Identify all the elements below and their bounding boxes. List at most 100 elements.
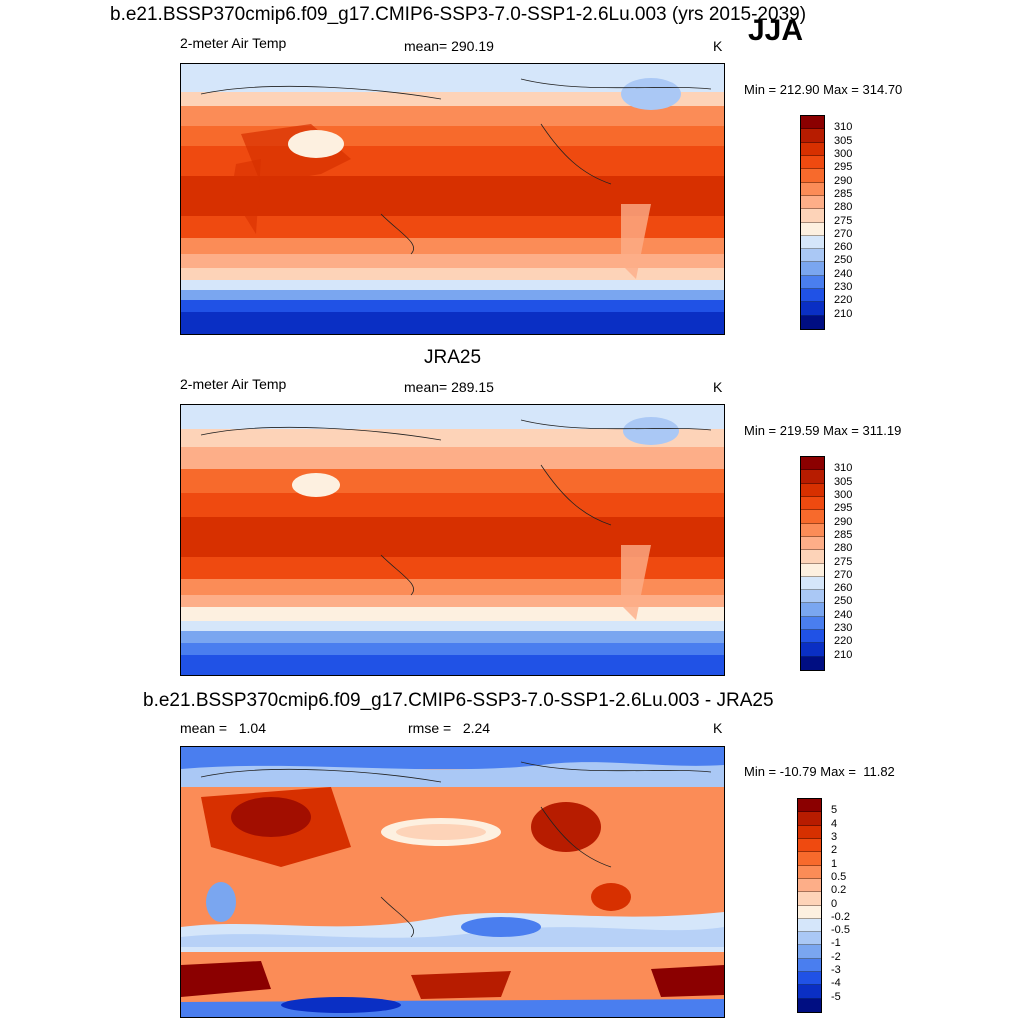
- panel-1-colorbar-swatch: [801, 275, 824, 290]
- panel-2-colorbar-tick-label: 305: [834, 475, 853, 488]
- panel-2-colorbar-swatch: [801, 470, 824, 484]
- panel-1-colorbar-tick-label: 270: [834, 227, 853, 240]
- panel-2-map: [180, 404, 725, 676]
- panel-1-colorbar-tick-label: 290: [834, 174, 853, 187]
- panel-2-colorbar-tick-label: 290: [834, 515, 853, 528]
- panel-2-colorbar-swatch: [801, 576, 824, 591]
- panel-2-colorbar-swatch: [801, 483, 824, 497]
- panel-2-colorbar-tick-label: 300: [834, 488, 853, 501]
- panel-2-colorbar-swatch: [801, 656, 824, 670]
- temperature-map-1-graphic: [181, 64, 724, 334]
- panel-3-colorbar-swatch: [798, 918, 821, 933]
- panel-2-colorbar-tick-label: 285: [834, 528, 853, 541]
- panel-2-colorbar-swatch: [801, 603, 824, 617]
- panel-2-colorbar-swatch: [801, 643, 824, 657]
- panel-3-minmax-label: Min = -10.79 Max = 11.82: [744, 764, 895, 779]
- panel-3-colorbar-swatch: [798, 945, 821, 959]
- temperature-map-2-graphic: [181, 405, 724, 675]
- difference-map-graphic: [181, 747, 724, 1017]
- panel-3-colorbar: 5 4 3 2 1 0.5 0.2 0 -0.2 -0.5 -1 -2 -3 -4 -5: [797, 798, 850, 1013]
- panel-3-colorbar-tick-label: 0.2: [831, 884, 847, 897]
- panel-2-colorbar-tick-label: 220: [834, 635, 853, 648]
- panel-2-minmax-label: Min = 219.59 Max = 311.19: [744, 423, 902, 438]
- panel-1-colorbar-swatch: [801, 302, 824, 316]
- panel-1-colorbar-tick-label: 250: [834, 254, 853, 267]
- panel-1-colorbar-swatch: [801, 262, 824, 276]
- panel-1-colorbar-swatch: [801, 182, 824, 196]
- panel-2-colorbar-tick-label: 230: [834, 622, 853, 635]
- panel-1-colorbar-swatch: [801, 249, 824, 263]
- panel-1-colorbar-box: [800, 115, 825, 330]
- panel-2-colorbar-swatch: [801, 457, 824, 471]
- panel-1-variable-label: 2-meter Air Temp: [180, 35, 287, 51]
- panel-1-colorbar-tick-label: 295: [834, 161, 853, 174]
- panel-2-colorbar-tick-label: 275: [834, 555, 853, 568]
- panel-1-map: [180, 63, 725, 335]
- panel-1-colorbar-tick-label: 280: [834, 201, 853, 214]
- panel-2-colorbar-tick-label: 250: [834, 595, 853, 608]
- panel-3-colorbar-swatch: [798, 852, 821, 866]
- panel-3-colorbar-tick-label: -3: [831, 964, 841, 977]
- panel-3-colorbar-swatch: [798, 998, 821, 1012]
- panel-3-colorbar-swatch: [798, 905, 821, 919]
- panel-2-title: JRA25: [424, 347, 482, 368]
- panel-2-colorbar-swatch: [801, 616, 824, 631]
- panel-3-colorbar-tick-label: -2: [831, 950, 841, 963]
- panel-1-colorbar-swatch: [801, 169, 824, 183]
- panel-1-colorbar-tick-label: 210: [834, 307, 853, 320]
- panel-2-colorbar-swatch: [801, 550, 824, 564]
- panel-3-mean-label: mean = 1.04: [180, 720, 267, 736]
- panel-1-colorbar-swatch: [801, 129, 824, 143]
- panel-1-colorbar-swatch: [801, 289, 824, 303]
- panel-3-colorbar-tick-label: 3: [831, 830, 838, 843]
- panel-2-colorbar-tick-label: 280: [834, 542, 853, 555]
- panel-1-colorbar-tick-label: 240: [834, 267, 853, 280]
- panel-3-colorbar-box: [797, 798, 822, 1013]
- panel-3-colorbar-swatch: [798, 985, 821, 999]
- panel-3-colorbar-tick-label: 2: [831, 844, 838, 857]
- panel-1-mean-label: mean= 290.19: [404, 38, 494, 54]
- panel-1-colorbar: 310 305 300 295 290 285 280 275 270 260 250 240 230 2…: [800, 115, 852, 330]
- panel-3-colorbar-tick-label: -0.5: [831, 924, 850, 937]
- panel-2-colorbar-swatch: [801, 510, 824, 524]
- panel-3-colorbar-tick-label: 0: [831, 897, 838, 910]
- panel-1-units-label: K: [713, 38, 723, 54]
- panel-3-map: [180, 746, 725, 1018]
- panel-2-units-label: K: [713, 379, 723, 395]
- panel-3-colorbar-tick-label: -4: [831, 977, 841, 990]
- panel-3-colorbar-swatch: [798, 932, 821, 946]
- panel-1-minmax-label: Min = 212.90 Max = 314.70: [744, 82, 903, 97]
- panel-3-title: b.e21.BSSP370cmip6.f09_g17.CMIP6-SSP3-7.…: [143, 690, 774, 711]
- panel-2-colorbar-tick-label: 270: [834, 568, 853, 581]
- panel-2-colorbar-tick-label: 260: [834, 582, 853, 595]
- panel-2-mean-label: mean= 289.15: [404, 379, 494, 395]
- panel-3-colorbar-swatch: [798, 865, 821, 879]
- panel-2-colorbar-swatch: [801, 563, 824, 577]
- panel-1-title: b.e21.BSSP370cmip6.f09_g17.CMIP6-SSP3-7.…: [110, 4, 807, 25]
- panel-1-colorbar-tick-label: 300: [834, 147, 853, 160]
- panel-2-colorbar-swatch: [801, 536, 824, 551]
- panel-3-colorbar-tick-label: 5: [831, 804, 838, 817]
- panel-1-colorbar-swatch: [801, 155, 824, 170]
- panel-1-colorbar-tick-label: 310: [834, 121, 853, 134]
- panel-1-colorbar-tick-label: 305: [834, 134, 853, 147]
- season-label: JJA: [748, 14, 804, 47]
- panel-1-colorbar-tick-label: 260: [834, 241, 853, 254]
- panel-3-colorbar-tick-label: -0.2: [831, 910, 850, 923]
- panel-2-colorbar-swatch: [801, 590, 824, 604]
- panel-3-colorbar-swatch: [798, 958, 821, 973]
- panel-3-colorbar-tick-label: -1: [831, 937, 841, 950]
- panel-2-colorbar-tick-label: 310: [834, 462, 853, 475]
- panel-2-colorbar-tick-label: 295: [834, 502, 853, 515]
- panel-3-colorbar-swatch: [798, 878, 821, 893]
- panel-1-colorbar-tick-label: 285: [834, 187, 853, 200]
- panel-3-colorbar-swatch: [798, 799, 821, 813]
- panel-1-colorbar-tick-label: 230: [834, 281, 853, 294]
- panel-3-colorbar-swatch: [798, 812, 821, 826]
- panel-3-colorbar-swatch: [798, 972, 821, 986]
- panel-1-colorbar-tick-label: 220: [834, 294, 853, 307]
- panel-2-colorbar-swatch: [801, 523, 824, 537]
- panel-2-colorbar-tick-label: 210: [834, 648, 853, 661]
- panel-3-colorbar-tick-label: 4: [831, 817, 838, 830]
- panel-2-variable-label: 2-meter Air Temp: [180, 376, 287, 392]
